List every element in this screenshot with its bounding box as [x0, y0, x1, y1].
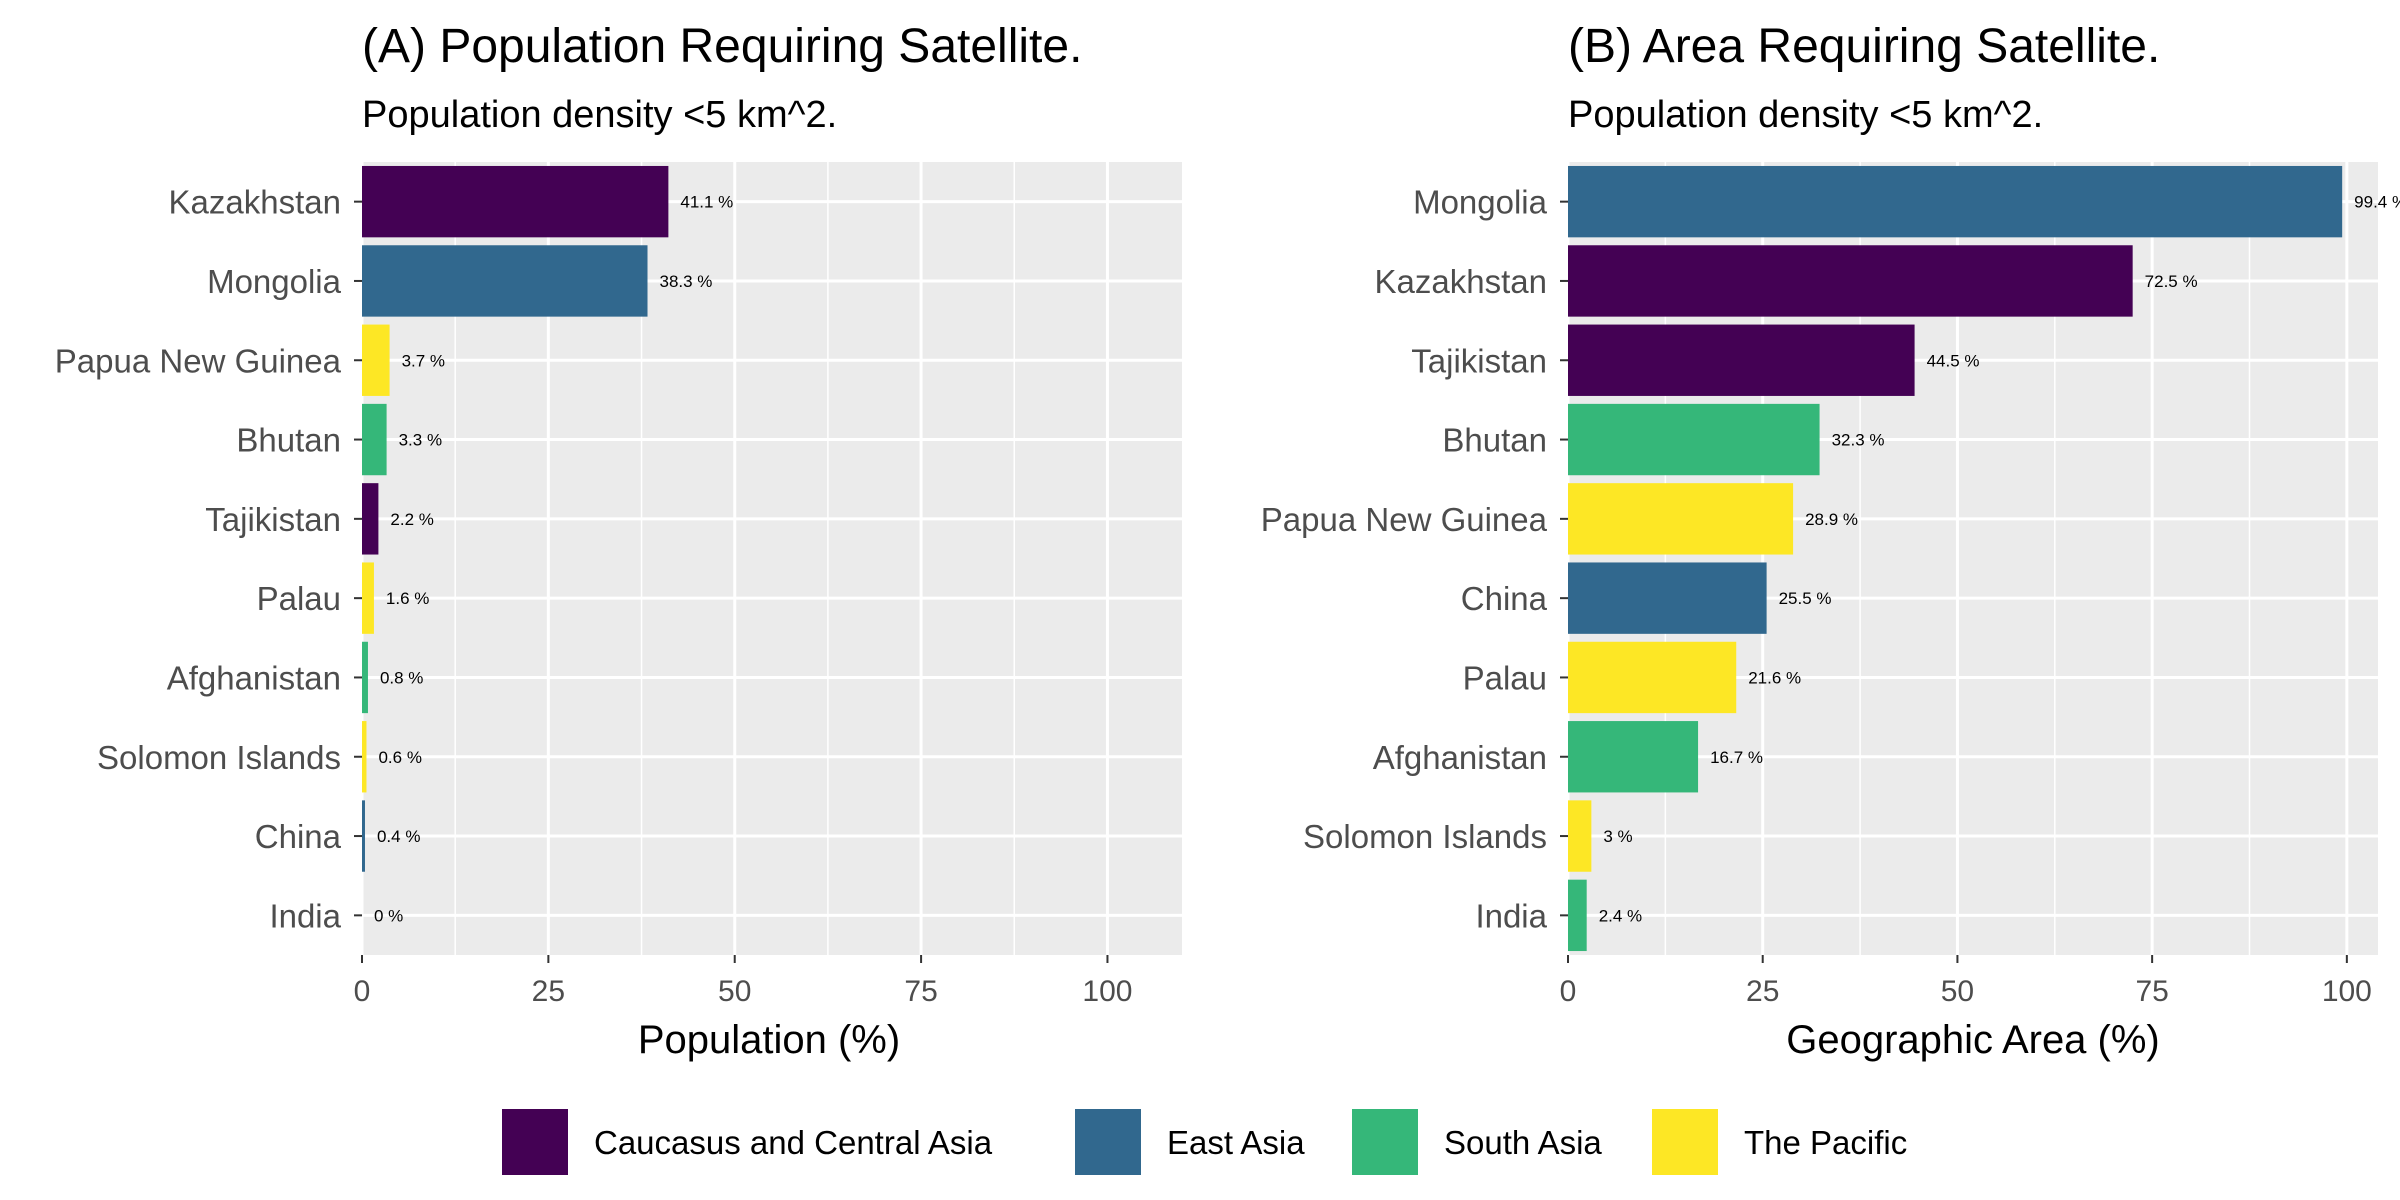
panel-a-x-tick-label: 0 — [354, 975, 371, 1008]
panel-b-title: (B) Area Requiring Satellite. — [1568, 20, 2160, 73]
panel-a-x-tick-label: 100 — [1082, 975, 1132, 1008]
panel-b-bar-kazakhstan — [1568, 245, 2133, 317]
panel-a-data-label: 0.8 % — [380, 668, 423, 687]
panel-b-data-label: 44.5 % — [1927, 351, 1980, 370]
panel-b-data-label: 3 % — [1603, 827, 1632, 846]
panel-a-x-tick-label: 75 — [904, 975, 937, 1008]
panel-b-bar-bhutan — [1568, 403, 1820, 476]
legend-label: Caucasus and Central Asia — [594, 1124, 993, 1161]
legend-swatch-the-pacific — [1652, 1109, 1718, 1175]
panel-a-bar-solomon-islands — [362, 721, 367, 793]
legend-label: East Asia — [1167, 1124, 1305, 1161]
panel-a-data-label: 2.2 % — [390, 510, 433, 529]
panel-b-y-tick-label: Papua New Guinea — [1261, 501, 1548, 538]
panel-b-y-tick-label: Tajikistan — [1411, 342, 1547, 379]
panel-b-x-tick-label: 100 — [2322, 975, 2372, 1008]
panel-a-bar-palau — [362, 562, 374, 634]
panel-b-bar-china — [1568, 562, 1767, 634]
panel-a-bar-afghanistan — [362, 641, 368, 714]
panel-a-y-tick-label: Afghanistan — [167, 659, 341, 696]
panel-b-bar-afghanistan — [1568, 721, 1699, 793]
panel-a-x-axis-title: Population (%) — [638, 1018, 900, 1062]
panel-b-data-label: 25.5 % — [1779, 589, 1832, 608]
panel-a-y-tick-label: Mongolia — [207, 263, 342, 300]
legend-label: The Pacific — [1744, 1124, 1907, 1161]
panel-b-x-axis-title: Geographic Area (%) — [1786, 1018, 2160, 1062]
panel-a-data-label: 0 % — [374, 906, 403, 925]
panel-b-bars — [1568, 165, 2343, 952]
panel-a-y-tick-label: Bhutan — [236, 422, 341, 459]
panel-a-bar-china — [362, 800, 365, 872]
panel-b-data-label: 72.5 % — [2145, 272, 2198, 291]
panel-b-x-tick-label: 75 — [2135, 975, 2168, 1008]
panel-a: (A) Population Requiring Satellite. Popu… — [55, 20, 1182, 1062]
panel-a-x-tick-label: 50 — [718, 975, 751, 1008]
panel-a-data-label: 1.6 % — [386, 589, 429, 608]
panel-b-y-tick-label: Kazakhstan — [1375, 263, 1547, 300]
panel-a-subtitle: Population density <5 km^2. — [362, 94, 837, 136]
panel-b-y-tick-label: Mongolia — [1413, 184, 1548, 221]
panel-a-y-tick-label: India — [269, 897, 341, 934]
panel-b-data-label: 16.7 % — [1710, 748, 1763, 767]
panel-a-data-label: 0.6 % — [378, 748, 421, 767]
panel-a-y-tick-label: Palau — [257, 580, 341, 617]
legend-swatch-caucasus-and-central-asia — [502, 1109, 568, 1175]
panel-b-data-label: 21.6 % — [1748, 668, 1801, 687]
panel-a-x-tick-label: 25 — [532, 975, 565, 1008]
panel-a-data-label: 3.3 % — [399, 431, 442, 450]
panel-a-y-tick-label: Papua New Guinea — [55, 342, 342, 379]
panel-b-x-tick-label: 0 — [1560, 975, 1577, 1008]
panel-a-bar-kazakhstan — [362, 165, 669, 238]
panel-b-x-tick-label: 50 — [1941, 975, 1974, 1008]
panel-b-bar-palau — [1568, 641, 1737, 714]
panel-a-bar-papua-new-guinea — [362, 324, 390, 396]
panel-b-y-tick-label: Afghanistan — [1373, 739, 1547, 776]
panel-a-data-label: 0.4 % — [377, 827, 420, 846]
panel-b-y-tick-label: China — [1461, 580, 1548, 617]
panel-a-bars — [362, 165, 669, 872]
panel-a-bar-tajikistan — [362, 483, 379, 555]
panel-b-y-tick-label: India — [1475, 897, 1547, 934]
panel-b-y-tick-label: Bhutan — [1442, 422, 1547, 459]
panel-b-data-label: 99.4 % — [2354, 193, 2400, 212]
panel-a-y-tick-label: China — [255, 818, 342, 855]
panel-a-bar-mongolia — [362, 245, 648, 317]
legend-swatch-east-asia — [1075, 1109, 1141, 1175]
panel-b-data-label: 32.3 % — [1832, 431, 1885, 450]
panel-b-bar-papua-new-guinea — [1568, 483, 1794, 555]
panel-b-subtitle: Population density <5 km^2. — [1568, 94, 2043, 136]
panel-a-y-tick-label: Kazakhstan — [169, 184, 341, 221]
panel-b-bar-tajikistan — [1568, 324, 1915, 396]
panel-a-data-label: 41.1 % — [680, 193, 733, 212]
panel-b: (B) Area Requiring Satellite. Population… — [1261, 20, 2400, 1062]
panel-b-y-tick-label: Palau — [1463, 659, 1547, 696]
panel-a-data-label: 38.3 % — [660, 272, 713, 291]
panel-a-title: (A) Population Requiring Satellite. — [362, 20, 1082, 73]
panel-b-bar-solomon-islands — [1568, 800, 1592, 872]
panel-a-bar-bhutan — [362, 403, 387, 476]
legend-label: South Asia — [1444, 1124, 1602, 1161]
panel-b-y-tick-label: Solomon Islands — [1303, 818, 1547, 855]
legend: Caucasus and Central Asia East Asia South … — [502, 1109, 1907, 1175]
panel-b-data-label: 2.4 % — [1599, 906, 1642, 925]
panel-a-y-tick-label: Tajikistan — [205, 501, 341, 538]
panel-b-bar-india — [1568, 879, 1587, 952]
legend-swatch-south-asia — [1352, 1109, 1418, 1175]
panel-b-bar-mongolia — [1568, 165, 2343, 238]
panel-a-y-tick-label: Solomon Islands — [97, 739, 341, 776]
panel-a-data-label: 3.7 % — [402, 351, 445, 370]
panel-b-x-tick-label: 25 — [1746, 975, 1779, 1008]
panel-a-grid — [360, 162, 1182, 955]
panel-b-data-label: 28.9 % — [1805, 510, 1858, 529]
